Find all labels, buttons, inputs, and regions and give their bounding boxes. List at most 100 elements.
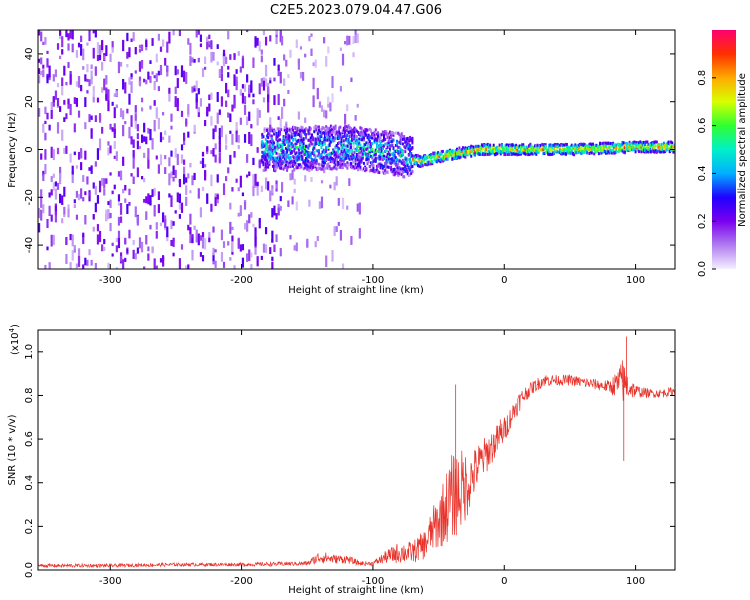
spectrogram-cell — [512, 146, 515, 150]
spectrogram-cell — [327, 147, 330, 151]
spectrogram-cell — [565, 149, 568, 153]
spectrogram-cell — [185, 177, 188, 183]
spectrogram-cell — [552, 143, 555, 147]
spectrogram-cell — [275, 166, 278, 170]
spectrogram-cell — [341, 197, 345, 209]
spectrogram-cell — [340, 150, 343, 154]
spectrogram-cell — [189, 213, 192, 225]
spectrogram-cell — [54, 205, 58, 212]
spectrogram-cell — [552, 151, 555, 155]
spectrogram-cell — [222, 261, 226, 268]
spectrogram-cell — [399, 150, 402, 154]
spectrogram-cell — [670, 145, 673, 149]
spectrogram-cell — [315, 161, 318, 165]
spectrogram-cell — [490, 151, 493, 155]
spectrogram-cell — [349, 165, 352, 169]
spectrogram-cell — [515, 148, 518, 152]
spectrogram-cell — [252, 174, 255, 186]
spectrogram-cell — [286, 150, 289, 154]
spectrogram-cell — [608, 147, 611, 151]
spectrogram-cell — [364, 143, 367, 147]
spectrogram-cell — [301, 149, 304, 153]
spectrogram-cell — [377, 163, 380, 167]
spectrogram-cell — [367, 133, 370, 137]
spectrogram-cell — [266, 162, 269, 166]
spectrogram-cell — [277, 64, 280, 71]
spectrogram-cell — [347, 140, 350, 144]
spectrogram-cell — [660, 145, 663, 149]
spectrogram-cell — [331, 93, 334, 103]
spectrogram-cell — [379, 132, 382, 136]
spectrogram-cell — [153, 258, 156, 269]
spectrogram-cell — [279, 30, 282, 42]
spectrogram-cell — [325, 155, 328, 159]
spectrogram-cell — [354, 141, 357, 145]
spectrogram-cell — [556, 145, 559, 149]
spectrogram-cell — [176, 69, 179, 75]
spectrogram-cell — [329, 152, 332, 156]
spectrogram-cell — [390, 133, 393, 137]
spectrogram-cell — [309, 155, 312, 159]
spectrogram-cell — [404, 146, 407, 150]
spectrogram-cell — [61, 195, 64, 205]
spectrogram-cell — [161, 136, 165, 140]
spectrogram-cell — [312, 138, 315, 142]
spectrogram-cell — [671, 145, 674, 149]
spectrogram-cell — [128, 47, 131, 58]
spectrogram-cell — [256, 256, 259, 267]
spectrogram-cell — [340, 163, 343, 167]
spectrogram-cell — [250, 134, 253, 147]
spectrogram-cell — [82, 232, 85, 238]
spectrogram-cell — [54, 188, 58, 200]
spectrogram-cell — [588, 145, 591, 149]
spectrogram-cell — [366, 146, 369, 150]
spectrogram-cell — [261, 140, 264, 144]
spectrogram-cell — [327, 96, 330, 104]
spectrogram-cell — [329, 156, 332, 160]
spectrogram-cell — [289, 49, 292, 58]
spectrogram-cell — [526, 149, 529, 153]
spectrogram-cell — [90, 259, 93, 266]
spectrogram-cell — [273, 77, 276, 82]
spectrogram-cell — [214, 193, 217, 198]
spectrogram-cell — [513, 145, 516, 149]
spectrogram-cell — [518, 152, 521, 156]
spectrogram-cell — [295, 151, 298, 155]
spectrogram-cell — [589, 150, 592, 154]
spectrogram-cell — [267, 136, 270, 140]
spectrogram-cell — [151, 71, 154, 75]
spectrogram-cell — [282, 160, 285, 164]
spectrogram-cell — [444, 156, 447, 160]
spectrogram-cell — [435, 160, 438, 164]
spectrogram-cell — [372, 154, 375, 158]
spectrogram-cell — [358, 139, 361, 143]
spectrogram-cell — [197, 88, 200, 95]
spectrogram-cell — [293, 245, 296, 251]
spectrogram-cell — [302, 137, 305, 141]
spectrogram-cell — [367, 137, 370, 141]
spectrogram-cell — [392, 146, 395, 150]
spectrogram-cell — [626, 148, 629, 152]
spectrogram-cell — [495, 152, 498, 156]
spectrogram-cell — [264, 142, 267, 146]
spectrogram-cell — [229, 202, 232, 210]
spectrogram-cell — [189, 190, 192, 194]
spectrogram-cell — [40, 31, 43, 42]
spectrogram-cell — [281, 146, 284, 150]
spectrogram-cell — [392, 168, 395, 172]
spectrogram-cell — [537, 150, 540, 154]
spectrogram-cell — [334, 124, 337, 128]
spectrogram-cell — [554, 144, 557, 148]
spectrogram-cell — [668, 142, 671, 146]
spectrogram-cell — [174, 86, 177, 94]
spectrogram-cell — [661, 148, 664, 152]
spectrogram-cell — [263, 150, 266, 154]
spectrogram-cell — [283, 54, 286, 61]
spectrogram-cell — [147, 246, 150, 252]
spectrogram-cell — [130, 173, 133, 177]
spectrogram-cell — [239, 117, 242, 125]
spectrogram-cell — [71, 165, 74, 175]
spectrogram-cell — [75, 165, 79, 169]
spectrogram-cell — [46, 218, 49, 229]
